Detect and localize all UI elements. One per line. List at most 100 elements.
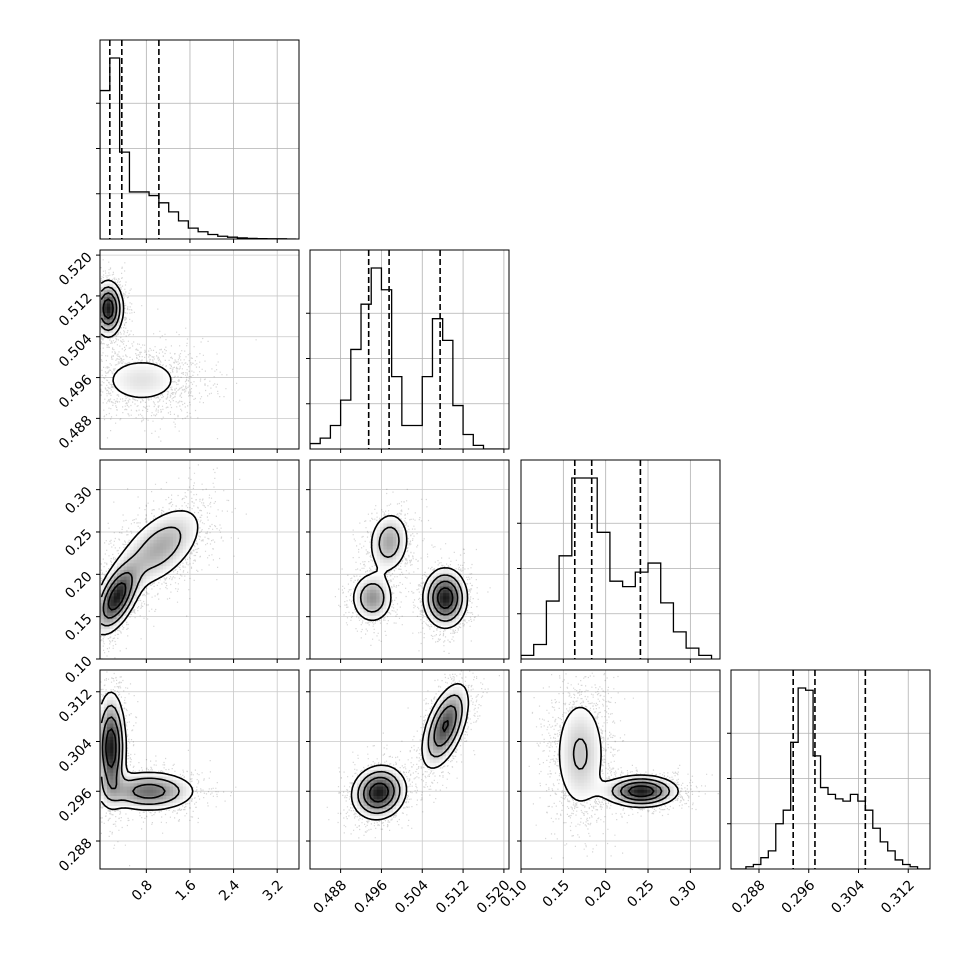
density-cell: [376, 789, 381, 794]
histogram-step: [310, 267, 504, 449]
density-cell: [376, 792, 381, 797]
density-cell: [630, 779, 638, 804]
density-cell: [116, 592, 121, 597]
density-cell: [110, 746, 114, 751]
density-cell: [439, 733, 444, 737]
density-cell: [633, 782, 638, 787]
sample-points: [528, 670, 719, 859]
density-cell: [574, 746, 585, 767]
density-cell: [129, 519, 194, 550]
density-cell: [653, 786, 658, 790]
y-tick-label: 0.504: [56, 331, 96, 371]
density-cell: [106, 736, 114, 754]
density-cell: [439, 599, 444, 604]
histogram-p0: [100, 40, 299, 239]
y-tick-label: 0.15: [62, 611, 95, 644]
contour-line: [572, 738, 671, 805]
density-cell: [110, 519, 190, 630]
density-cell: [446, 743, 450, 747]
y-tick-label: 0.520: [56, 249, 96, 289]
density-cell: [442, 586, 454, 614]
sample-points: [334, 488, 491, 654]
density-cell: [633, 792, 658, 800]
scatter-p1-p3: [310, 670, 509, 869]
contour-line: [100, 691, 194, 811]
density-cell: [103, 296, 108, 301]
contour-line: [352, 514, 469, 630]
x-tick-label: 0.304: [828, 877, 868, 917]
density-cell: [163, 796, 167, 800]
density-cell: [432, 586, 457, 607]
y-tick-label: 0.25: [62, 526, 95, 559]
density-cell: [446, 589, 454, 600]
density-cell: [126, 549, 147, 570]
density-cell: [119, 579, 127, 584]
panel-frame: [99, 249, 300, 450]
density-cell: [126, 372, 161, 394]
density-cell: [369, 592, 374, 597]
density-cell: [429, 736, 434, 741]
density-cell: [143, 539, 174, 560]
density-cell: [103, 313, 118, 324]
density-cell: [564, 719, 592, 790]
density-cell: [373, 789, 377, 794]
scatter-p0-p1: [100, 250, 299, 449]
density-cell: [139, 789, 154, 797]
density-cell: [373, 586, 377, 590]
density-cell: [446, 609, 450, 614]
density-cell: [442, 713, 447, 717]
contour-line: [627, 785, 655, 798]
density-cell: [106, 766, 111, 770]
density-cell: [429, 696, 447, 724]
density-cell: [617, 789, 621, 794]
density-cell: [100, 303, 118, 314]
histogram-step: [521, 477, 713, 659]
density-cell: [119, 792, 154, 804]
density-cell: [455, 703, 460, 707]
density-cell: [353, 772, 367, 800]
panel-frame: [520, 459, 721, 660]
density-cell: [106, 306, 111, 311]
density-cell: [439, 723, 444, 727]
density-cell: [106, 582, 121, 607]
contour-line: [100, 704, 180, 805]
density-cell: [123, 772, 187, 800]
density-cell: [110, 602, 114, 607]
density-cell: [106, 612, 111, 617]
contour-line: [558, 706, 679, 809]
density-cell: [139, 786, 144, 790]
density-cell: [113, 726, 118, 731]
density-cell: [627, 786, 645, 800]
density-cell: [577, 749, 621, 787]
density-cell: [389, 549, 394, 554]
density-cell: [139, 779, 147, 804]
contour-line: [368, 720, 449, 803]
x-tick-label: 0.30: [667, 877, 700, 910]
density-cell: [446, 599, 450, 604]
density-cell: [103, 572, 131, 604]
density-cell: [376, 586, 467, 617]
contour-line: [107, 582, 127, 611]
density-cell: [110, 589, 118, 614]
y-tick-label: 0.288: [56, 835, 96, 875]
scatter-p0-p3: [100, 670, 299, 869]
density-cell: [564, 729, 631, 807]
density-cell: [637, 789, 641, 794]
density-cell: [110, 713, 141, 794]
panel-frame: [309, 669, 510, 870]
density-cell: [116, 776, 121, 780]
density-cell: [564, 723, 678, 800]
density-cell: [103, 769, 137, 790]
contour-line: [100, 292, 118, 326]
histogram-p1: [310, 250, 509, 449]
density-cell: [113, 599, 118, 604]
contour-line: [100, 526, 182, 627]
panel-frame: [99, 669, 300, 870]
density-cell: [574, 739, 588, 764]
density-cell: [139, 792, 144, 797]
density-cell: [359, 746, 447, 810]
density-cell: [139, 379, 147, 384]
contour-line: [357, 694, 463, 815]
density-cell: [143, 786, 154, 797]
